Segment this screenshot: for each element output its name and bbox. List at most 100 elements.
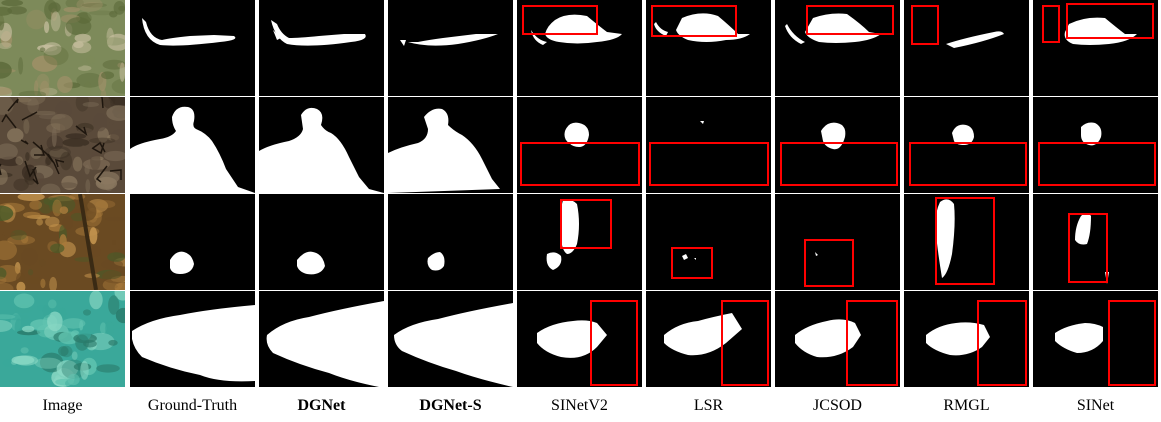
mask-jcsod-row-4 — [795, 300, 898, 386]
mask-sinetv2-row-3 — [546, 199, 612, 270]
input-photo-2 — [0, 97, 125, 193]
error-highlight-box — [1068, 213, 1108, 283]
error-highlight-box — [560, 199, 612, 249]
mask-region — [537, 320, 607, 358]
cell-rmgl-row-2 — [904, 97, 1029, 193]
error-highlight-box — [590, 300, 638, 386]
mask-region — [564, 122, 589, 147]
cell-jcsod-row-3 — [775, 194, 900, 290]
column-label-gt: Ground-Truth — [147, 397, 238, 414]
input-photo-4 — [0, 291, 125, 387]
mask-dgnet-row-1 — [271, 20, 366, 46]
mask-rmgl-row-4 — [926, 300, 1027, 386]
error-highlight-box — [909, 142, 1027, 186]
mask-jcsod-row-2 — [780, 122, 898, 186]
input-photo-3 — [0, 194, 125, 290]
mask-region — [531, 30, 547, 45]
mask-region — [259, 107, 384, 193]
cell-sinet-row-2 — [1033, 97, 1158, 193]
cell-image-row-3 — [0, 194, 125, 290]
cell-dgnet-row-1 — [259, 0, 384, 96]
mask-lsr-row-2 — [649, 121, 769, 186]
error-highlight-box — [911, 5, 939, 45]
mask-region — [694, 258, 696, 260]
mask-region — [785, 24, 805, 44]
cell-jcsod-row-4 — [775, 291, 900, 387]
cell-lsr-row-4 — [646, 291, 771, 387]
cell-gt-row-3 — [130, 194, 255, 290]
mask-region — [546, 252, 562, 270]
mask-region — [142, 18, 236, 46]
mask-region — [271, 20, 366, 46]
cell-sinet-row-3 — [1033, 194, 1158, 290]
mask-dgnets-row-1 — [400, 34, 498, 46]
mask-dgnets-row-2 — [388, 108, 500, 193]
error-highlight-box — [522, 5, 598, 35]
error-highlight-box — [520, 142, 640, 186]
mask-region — [1055, 323, 1103, 353]
cell-rmgl-row-4 — [904, 291, 1029, 387]
mask-jcsod-row-3 — [804, 239, 854, 287]
mask-region — [400, 40, 406, 46]
mask-gt-row-3 — [170, 251, 194, 274]
cell-rmgl-row-3 — [904, 194, 1029, 290]
cell-dgnet-row-2 — [259, 97, 384, 193]
mask-sinetv2-row-4 — [537, 300, 638, 386]
mask-lsr-row-4 — [664, 300, 769, 386]
mask-region — [170, 251, 194, 274]
error-highlight-box — [806, 5, 894, 35]
error-highlight-box — [649, 142, 769, 186]
error-highlight-box — [671, 247, 713, 279]
mask-region — [388, 108, 500, 193]
error-highlight-box — [1038, 142, 1156, 186]
cell-lsr-row-2 — [646, 97, 771, 193]
mask-region — [297, 251, 325, 275]
mask-rmgl-row-3 — [935, 197, 995, 285]
mask-region — [408, 34, 498, 46]
mask-dgnet-row-3 — [297, 251, 325, 275]
cell-lsr-row-1 — [646, 0, 771, 96]
cell-lsr-row-3 — [646, 194, 771, 290]
mask-sinet-row-2 — [1038, 122, 1156, 186]
mask-region — [266, 301, 384, 387]
error-highlight-box — [935, 197, 995, 285]
mask-region — [273, 30, 281, 40]
cell-image-row-2 — [0, 97, 125, 193]
column-label-rmgl: RMGL — [943, 397, 990, 414]
mask-gt-row-1 — [142, 18, 236, 46]
mask-region — [545, 14, 622, 44]
cell-sinet-row-4 — [1033, 291, 1158, 387]
mask-sinetv2-row-1 — [522, 5, 622, 45]
cell-jcsod-row-1 — [775, 0, 900, 96]
mask-rmgl-row-2 — [909, 124, 1027, 186]
mask-gt-row-4 — [132, 305, 255, 382]
mask-region — [682, 254, 688, 260]
cell-sinetv2-row-4 — [517, 291, 642, 387]
mask-sinet-row-1 — [1042, 3, 1154, 45]
column-label-jcsod: JCSOD — [813, 397, 862, 414]
mask-region — [1081, 122, 1102, 146]
mask-region — [1075, 213, 1091, 245]
error-highlight-box — [1108, 300, 1156, 386]
mask-region — [946, 31, 1004, 48]
error-highlight-box — [1042, 5, 1060, 43]
cell-sinetv2-row-2 — [517, 97, 642, 193]
mask-rmgl-row-1 — [911, 5, 1004, 48]
mask-lsr-row-1 — [651, 5, 750, 42]
error-highlight-box — [1066, 3, 1154, 39]
cell-gt-row-1 — [130, 0, 255, 96]
cell-image-row-1 — [0, 0, 125, 96]
mask-region — [795, 319, 861, 358]
mask-region — [935, 199, 955, 278]
mask-region — [130, 106, 255, 193]
mask-region — [654, 22, 668, 36]
mask-dgnets-row-4 — [394, 303, 513, 387]
mask-sinet-row-3 — [1068, 213, 1109, 284]
error-highlight-box — [977, 300, 1027, 386]
column-label-dgnets: DGNet-S — [419, 397, 482, 414]
column-label-dgnet: DGNet — [297, 397, 346, 414]
mask-region — [427, 252, 445, 271]
mask-region — [700, 121, 704, 124]
cell-gt-row-4 — [130, 291, 255, 387]
